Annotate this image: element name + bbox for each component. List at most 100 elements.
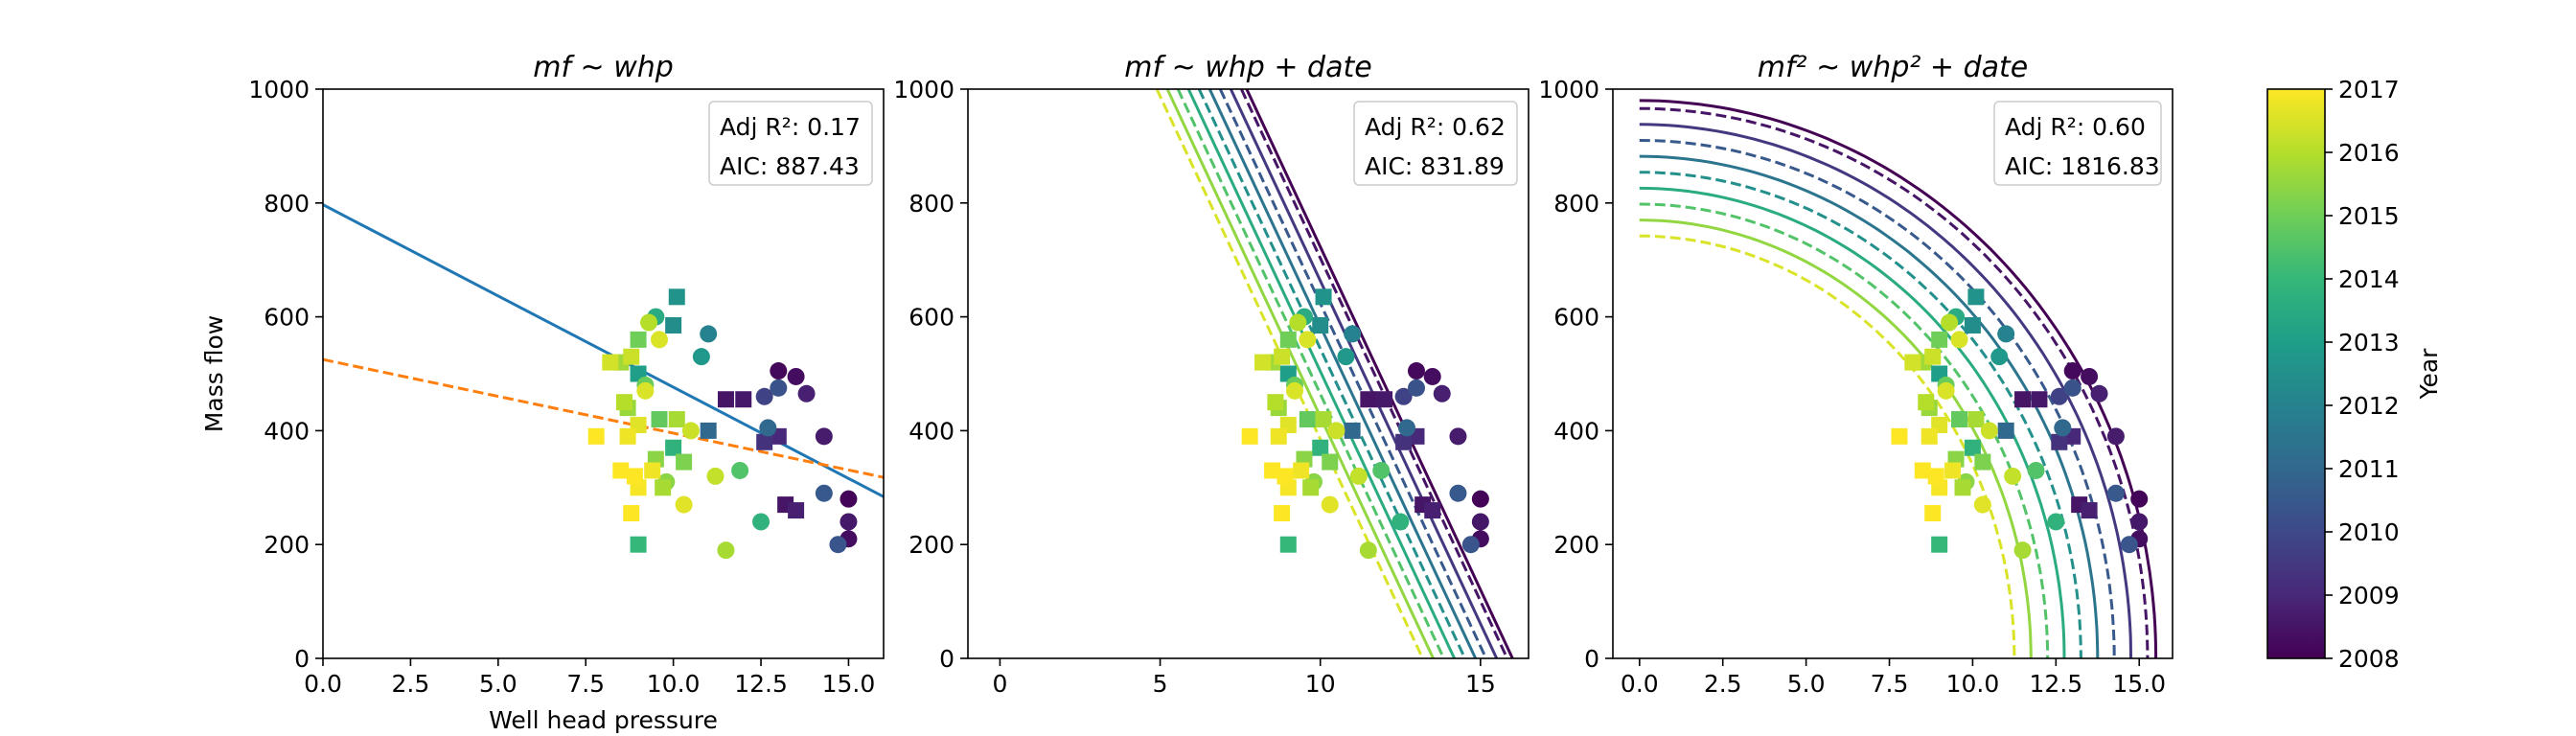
stats-box-frame xyxy=(1353,101,1518,186)
data-point-circle xyxy=(1423,367,1441,385)
data-point-square xyxy=(630,536,647,553)
data-point-circle xyxy=(2081,367,2099,385)
data-point-square xyxy=(651,411,668,428)
x-tick-label: 5 xyxy=(1153,670,1168,698)
data-point-circle xyxy=(681,422,700,440)
data-point-square xyxy=(1954,479,1971,496)
panel-title: mf ~ whp xyxy=(533,51,674,84)
data-point-circle xyxy=(787,367,805,385)
data-point-square xyxy=(1276,468,1294,485)
fit-line-dashed xyxy=(323,357,884,479)
y-tick-label: 1000 xyxy=(248,76,310,104)
data-point-square xyxy=(1964,317,1981,334)
y-tick-label: 1000 xyxy=(893,76,954,104)
data-point-circle xyxy=(636,381,655,400)
data-point-circle xyxy=(692,348,710,366)
fit-curve xyxy=(1639,218,2033,658)
fit-curve xyxy=(1639,186,2066,658)
data-point-square xyxy=(1299,411,1316,428)
colorbar: 2008 2009 2010 2011 2012 2013 2014 2015 2016 2017… xyxy=(2266,76,2443,673)
data-point-circle xyxy=(1327,422,1346,440)
fit-line xyxy=(1197,89,1467,658)
x-tick-label: 15.0 xyxy=(2112,670,2166,698)
data-point-square xyxy=(668,411,685,428)
data-point-square xyxy=(717,391,734,408)
data-point-square xyxy=(735,391,752,408)
aic-label: AIC: 1816.83 xyxy=(2005,152,2160,180)
x-tick-label: 10 xyxy=(1305,670,1336,698)
data-point-square xyxy=(2051,433,2068,450)
data-point-square xyxy=(2031,391,2048,408)
data-point-circle xyxy=(1359,541,1377,560)
data-point-square xyxy=(1274,505,1291,522)
data-point-circle xyxy=(1344,325,1362,343)
y-tick-label: 0 xyxy=(939,645,954,673)
y-tick-label: 600 xyxy=(1553,304,1599,332)
colorbar-tick-label: 2012 xyxy=(2338,392,2400,420)
data-point-circle xyxy=(1321,495,1339,514)
data-point-circle xyxy=(2063,379,2082,397)
panel-title: mf² ~ whp² + date xyxy=(1758,51,2029,84)
data-point-square xyxy=(1967,411,1985,428)
y-tick-label: 600 xyxy=(264,304,310,332)
data-point-square xyxy=(2014,391,2032,408)
data-point-circle xyxy=(1285,381,1303,400)
data-point-circle xyxy=(1392,513,1410,531)
data-point-square xyxy=(1254,354,1272,371)
plot-area xyxy=(1639,99,2158,658)
colorbar-tick-label: 2016 xyxy=(2338,139,2400,167)
panel-1: mf ~ whp Well head pressure Mass flow 0 200 4… xyxy=(200,51,885,734)
stats-box-frame xyxy=(1993,101,2162,186)
fit-line xyxy=(1218,89,1488,658)
data-point-circle xyxy=(815,427,833,446)
data-point-circle xyxy=(1289,313,1307,332)
data-point-square xyxy=(1920,427,1938,445)
data-point-circle xyxy=(700,325,718,343)
data-point-circle xyxy=(1372,461,1391,479)
data-point-square xyxy=(1918,394,1935,411)
data-point-square xyxy=(1315,288,1332,306)
y-tick-label: 800 xyxy=(264,190,310,218)
data-point-circle xyxy=(1408,379,1425,397)
data-point-square xyxy=(623,348,640,365)
data-point-circle xyxy=(640,313,658,332)
colorbar-tick-label: 2011 xyxy=(2338,455,2400,483)
x-tick-label: 5.0 xyxy=(1787,670,1826,698)
fit-line xyxy=(1165,89,1435,658)
data-point-square xyxy=(1274,348,1291,365)
data-point-square xyxy=(1891,427,1908,445)
data-point-square xyxy=(668,288,685,306)
panel-3: mf² ~ whp² + date 0 200 400 600 800 1000 0.0 2.5… xyxy=(1538,51,2174,698)
data-point-circle xyxy=(815,484,833,502)
colorbar-tick-label: 2009 xyxy=(2338,582,2400,610)
fit-line xyxy=(1186,89,1456,658)
fit-line xyxy=(1239,89,1509,658)
r2-label: Adj R²: 0.60 xyxy=(2005,113,2146,141)
data-point-square xyxy=(1974,453,1991,471)
data-point-circle xyxy=(752,513,770,531)
data-point-circle xyxy=(2050,387,2068,405)
data-point-square xyxy=(1967,288,1985,306)
data-point-circle xyxy=(1990,348,2009,366)
data-point-square xyxy=(788,502,805,519)
data-point-square xyxy=(1279,331,1297,348)
stats-box: Adj R²: 0.62 AIC: 831.89 xyxy=(1353,101,1518,186)
data-point-square xyxy=(2081,502,2098,519)
data-point-circle xyxy=(829,536,847,554)
data-point-circle xyxy=(1349,467,1368,485)
plot-area xyxy=(323,203,884,560)
data-point-circle xyxy=(1397,419,1415,437)
data-point-circle xyxy=(1449,484,1467,502)
data-point-square xyxy=(1914,462,1931,479)
data-point-square xyxy=(602,354,619,371)
r2-label: Adj R²: 0.62 xyxy=(1365,113,1506,141)
data-point-circle xyxy=(2090,384,2108,402)
data-point-circle xyxy=(1471,490,1489,508)
data-point-circle xyxy=(797,384,816,402)
data-point-circle xyxy=(1433,384,1451,402)
x-tick-label: 10.0 xyxy=(647,670,701,698)
data-point-circle xyxy=(2027,461,2045,479)
y-tick-label: 200 xyxy=(908,531,954,559)
r2-label: Adj R²: 0.17 xyxy=(720,113,861,141)
colorbar-tick-label: 2010 xyxy=(2338,518,2400,546)
